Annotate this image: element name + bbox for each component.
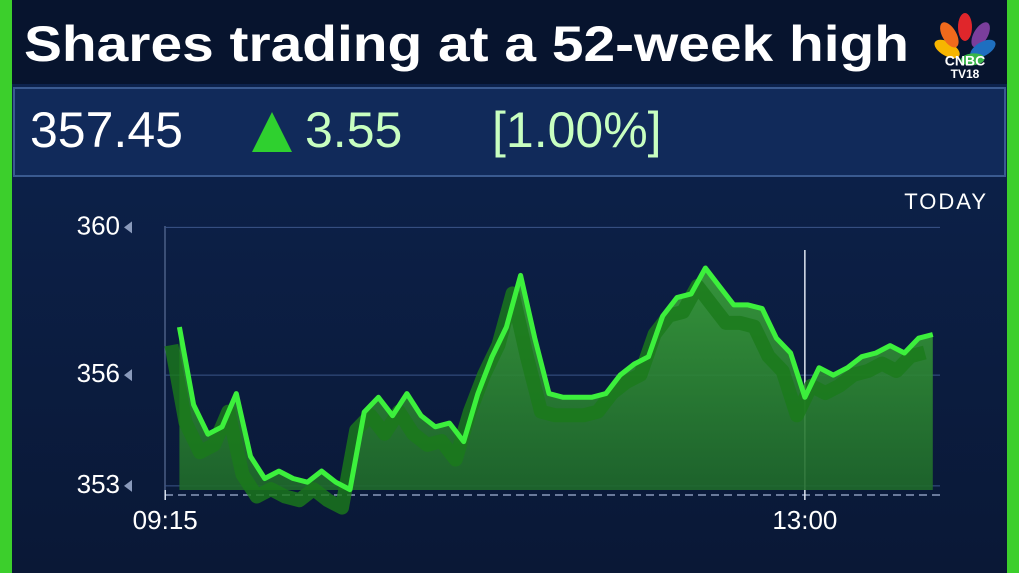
y-tick-label: 360 bbox=[77, 210, 120, 240]
y-tick-mark bbox=[124, 369, 132, 382]
y-tick-mark bbox=[124, 479, 132, 492]
title: Shares trading at a 52-week high bbox=[24, 16, 909, 72]
x-tick-label: 09:15 bbox=[133, 505, 198, 535]
percent-change: [1.00%] bbox=[492, 102, 662, 158]
period-label: TODAY bbox=[904, 189, 988, 214]
logo-text: TV18 bbox=[951, 67, 980, 81]
y-tick-label: 353 bbox=[77, 469, 120, 499]
title-bar bbox=[12, 0, 1007, 84]
line bbox=[176, 265, 934, 493]
change: 3.55 bbox=[305, 102, 402, 158]
y-tick-label: 356 bbox=[77, 358, 120, 388]
price: 357.45 bbox=[30, 102, 183, 158]
up-arrow bbox=[252, 112, 292, 152]
quote-bar bbox=[13, 87, 1006, 177]
side-bar bbox=[1007, 0, 1019, 573]
line-shadow bbox=[164, 279, 927, 515]
y-tick-mark bbox=[124, 221, 132, 234]
side-bar bbox=[0, 0, 12, 573]
logo: CNBC TV18 bbox=[934, 13, 996, 81]
plot: 360 356 353 09:15 13:00 bbox=[77, 210, 940, 535]
logo-text: CNBC bbox=[945, 53, 985, 69]
x-tick-label: 13:00 bbox=[772, 505, 837, 535]
